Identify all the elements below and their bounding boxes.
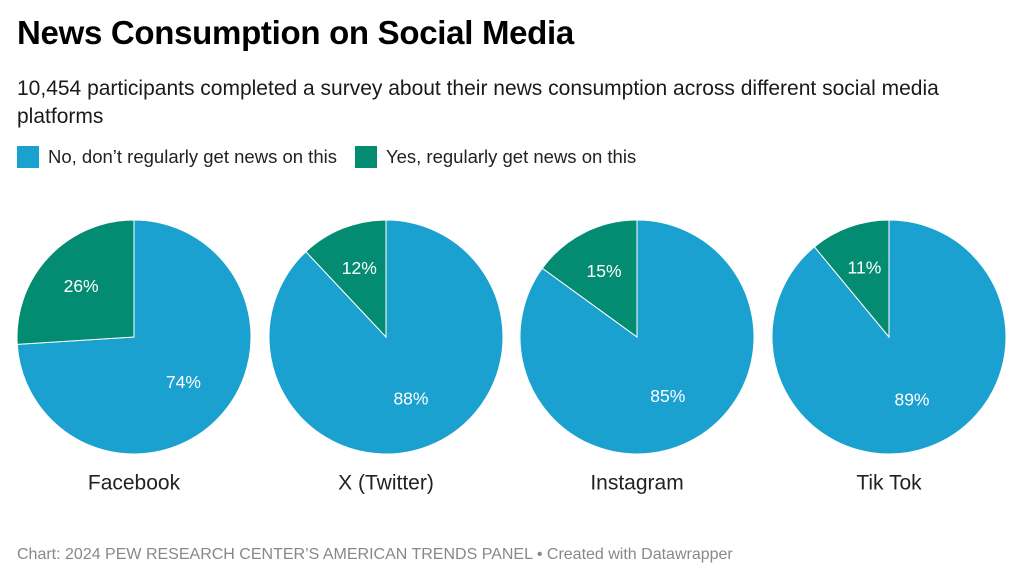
slice-label-no: 88%	[393, 389, 428, 409]
legend-item-yes: Yes, regularly get news on this	[354, 146, 637, 168]
slice-label-yes: 26%	[64, 276, 99, 296]
legend-swatch-yes	[354, 146, 377, 168]
chart-subtitle: 10,454 participants completed a survey a…	[17, 77, 939, 128]
pie-title: Facebook	[88, 472, 181, 495]
pie-slice-yes	[16, 219, 135, 345]
legend: No, don’t regularly get news on this Yes…	[17, 146, 654, 168]
legend-item-no: No, don’t regularly get news on this	[17, 146, 337, 168]
slice-label-yes: 12%	[342, 258, 377, 278]
chart-footer: Chart: 2024 PEW RESEARCH CENTER’S AMERIC…	[17, 546, 733, 563]
slice-label-no: 85%	[650, 386, 685, 406]
slice-label-yes: 11%	[848, 257, 882, 277]
legend-label-no: No, don’t regularly get news on this	[48, 146, 337, 167]
slice-label-no: 89%	[894, 389, 929, 409]
slice-label-yes: 15%	[587, 261, 622, 281]
pie-slice-yes	[813, 219, 890, 339]
pie-slice-yes	[541, 219, 638, 338]
pie-title: Tik Tok	[856, 472, 922, 495]
pie-charts: 26% 74% Facebook 12% 88% X (Twitter) 15% 85% Ins…	[16, 219, 1007, 495]
slice-label-no: 74%	[166, 372, 201, 392]
pie-title: Instagram	[590, 472, 683, 495]
legend-label-yes: Yes, regularly get news on this	[385, 146, 637, 167]
chart-title: News Consumption on Social Media	[17, 14, 574, 51]
legend-swatch-no	[17, 146, 39, 168]
pie-title: X (Twitter)	[338, 472, 434, 495]
pie-slice-yes	[305, 219, 387, 339]
